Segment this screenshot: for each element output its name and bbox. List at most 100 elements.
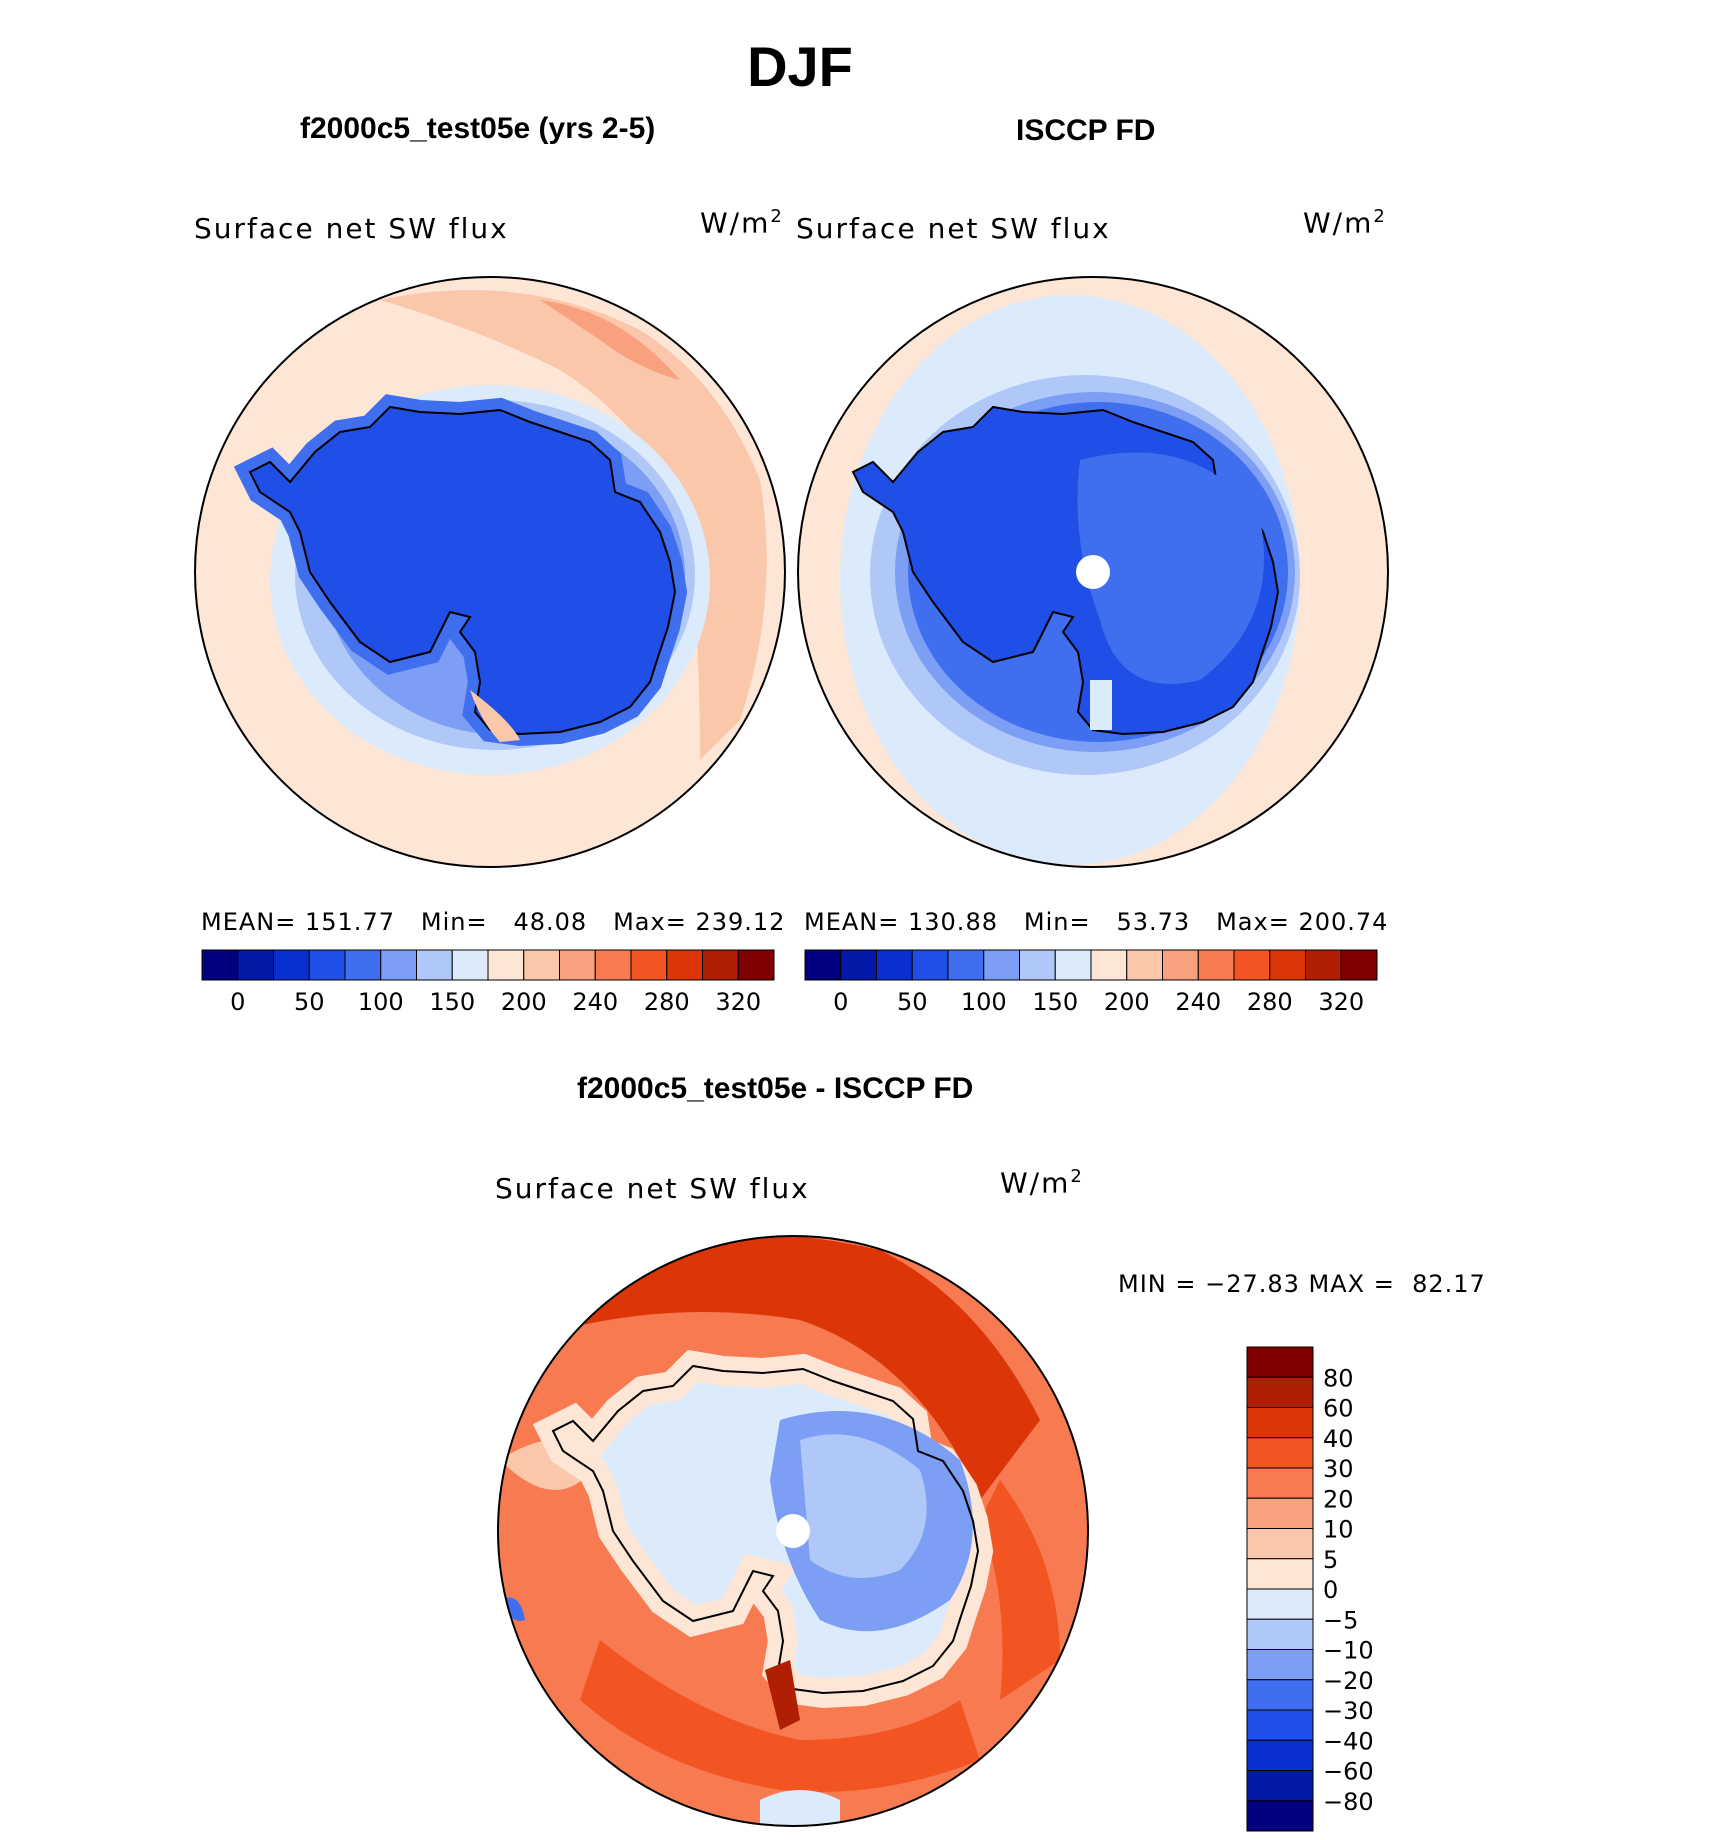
colorbar-tick-label: 20 — [1323, 1485, 1354, 1513]
colorbar-tick-label: −10 — [1323, 1637, 1374, 1665]
colorbar-tick-label: 150 — [429, 988, 475, 1016]
colorbar-swatch — [1019, 949, 1056, 981]
colorbar-swatch — [1246, 1739, 1314, 1771]
colorbar-tick-label: 50 — [897, 988, 928, 1016]
colorbar-swatch — [201, 949, 239, 981]
colorbar-swatch — [273, 949, 310, 981]
colorbar-tick-label: 150 — [1032, 988, 1078, 1016]
colorbar-swatch — [630, 949, 668, 981]
map-diff-positive-south — [580, 1640, 980, 1792]
colorbar-swatch — [344, 949, 382, 981]
colorbar-swatch — [1090, 949, 1128, 981]
colorbar-swatch — [1054, 949, 1092, 981]
colorbar-swatch — [1246, 1558, 1314, 1590]
colorbar-swatch — [523, 949, 560, 981]
colorbar-swatch — [1246, 1497, 1314, 1529]
colorbar-swatch — [1246, 1588, 1314, 1620]
colorbar-tick-label: 5 — [1323, 1546, 1338, 1574]
colorbar-swatch — [983, 949, 1020, 981]
map-obs — [798, 277, 1388, 867]
colorbar-tick-label: −40 — [1323, 1727, 1374, 1755]
colorbar-swatch — [911, 949, 949, 981]
colorbar-swatch — [1246, 1649, 1314, 1681]
colorbar-tick-label: 30 — [1323, 1455, 1354, 1483]
colorbar-swatch — [737, 949, 775, 981]
colorbar-swatch — [1246, 1528, 1314, 1560]
colorbar-swatch — [1246, 1467, 1314, 1499]
map-model-peak-flux-region — [540, 300, 680, 380]
colorbar-tick-label: 240 — [572, 988, 618, 1016]
colorbar-tick-label: −30 — [1323, 1697, 1374, 1725]
colorbar-swatch — [416, 949, 453, 981]
map-obs-frame — [797, 276, 1389, 868]
units-label-diff: W/m2 — [1000, 1166, 1084, 1200]
map-obs-polynya-gap — [1090, 680, 1112, 730]
colorbar-tick-label: 200 — [1104, 988, 1150, 1016]
colorbar-swatch — [451, 949, 489, 981]
colorbar-swatch — [1246, 1346, 1314, 1378]
colorbar-swatch — [1269, 949, 1306, 981]
colorbar-swatch — [1340, 949, 1378, 981]
colorbar-tick-label: −20 — [1323, 1667, 1374, 1695]
colorbar-tick-label: 320 — [715, 988, 761, 1016]
units-label-obs: W/m2 — [1303, 206, 1387, 240]
colorbar-swatch — [1126, 949, 1163, 981]
colorbar-swatch — [1246, 1376, 1314, 1408]
colorbar-swatch — [1246, 1437, 1314, 1469]
colorbar-swatch — [840, 949, 877, 981]
colorbar-tick-label: 320 — [1318, 988, 1364, 1016]
map-obs-pole-hole — [1076, 555, 1110, 589]
panel-title-diff: f2000c5_test05e - ISCCP FD — [577, 1072, 974, 1105]
colorbar-swatch — [1305, 949, 1342, 981]
map-diff-negative-south-edge — [760, 1790, 840, 1826]
colorbar-swatch — [1197, 949, 1235, 981]
map-diff-positive-east — [980, 1480, 1060, 1700]
panel-title-model: f2000c5_test05e (yrs 2-5) — [300, 112, 656, 145]
map-obs-interior-region — [1077, 452, 1264, 684]
stats-model: MEAN= 151.77 Min= 48.08 Max= 239.12 — [201, 908, 786, 936]
colorbar-tick-label: 50 — [294, 988, 325, 1016]
stats-obs: MEAN= 130.88 Min= 53.73 Max= 200.74 — [804, 908, 1389, 936]
colorbar-tick-label: 100 — [961, 988, 1007, 1016]
colorbar-swatch — [594, 949, 632, 981]
map-diff-strong-positive-region — [560, 1236, 1040, 1500]
colorbar-swatch — [1162, 949, 1199, 981]
colorbar-tick-label: −60 — [1323, 1758, 1374, 1786]
colorbar-tick-label: 10 — [1323, 1516, 1354, 1544]
colorbar-swatch — [1246, 1770, 1314, 1802]
map-diff-frame — [497, 1235, 1089, 1827]
colorbar-tick-label: 0 — [833, 988, 848, 1016]
colorbar-swatch — [1246, 1800, 1314, 1832]
colorbar-obs: 0 50 100 150 200 240 280 320 — [804, 949, 1378, 1016]
colorbar-swatch — [1246, 1679, 1314, 1711]
map-model-frame — [194, 276, 786, 868]
top-maps-svg — [194, 276, 1389, 868]
colorbar-swatch — [1233, 949, 1271, 981]
main-title: DJF — [747, 35, 853, 98]
colorbar-tick-label: 0 — [230, 988, 245, 1016]
colorbar-swatch — [308, 949, 346, 981]
minmax-diff: MIN = −27.83 MAX = 82.17 — [1118, 1270, 1486, 1298]
panel-title-obs: ISCCP FD — [1016, 114, 1156, 147]
colorbar-tick-label: 100 — [358, 988, 404, 1016]
colorbar-swatch — [947, 949, 985, 981]
colorbar-tick-label: 280 — [1247, 988, 1293, 1016]
colorbar-tick-label: 240 — [1175, 988, 1221, 1016]
colorbar-swatch — [876, 949, 913, 981]
colorbar-model: 0 50 100 150 200 240 280 320 — [201, 949, 775, 1016]
colorbar-swatch — [487, 949, 525, 981]
colorbar-swatch — [559, 949, 596, 981]
colorbar-tick-label: 60 — [1323, 1395, 1354, 1423]
colorbar-tick-label: 40 — [1323, 1425, 1354, 1453]
colorbar-tick-label: 200 — [501, 988, 547, 1016]
colorbar-swatch — [666, 949, 703, 981]
colorbar-tick-label: 280 — [644, 988, 690, 1016]
variable-label-model: Surface net SW flux — [194, 212, 509, 245]
colorbar-swatch — [380, 949, 417, 981]
map-diff-strong-positive-streak — [765, 1660, 800, 1730]
map-diff — [498, 1236, 1088, 1826]
colorbar-tick-label: 0 — [1323, 1576, 1338, 1604]
colorbar-swatch — [1246, 1709, 1314, 1741]
colorbar-swatch — [1246, 1618, 1314, 1650]
units-label-model: W/m2 — [700, 206, 784, 240]
